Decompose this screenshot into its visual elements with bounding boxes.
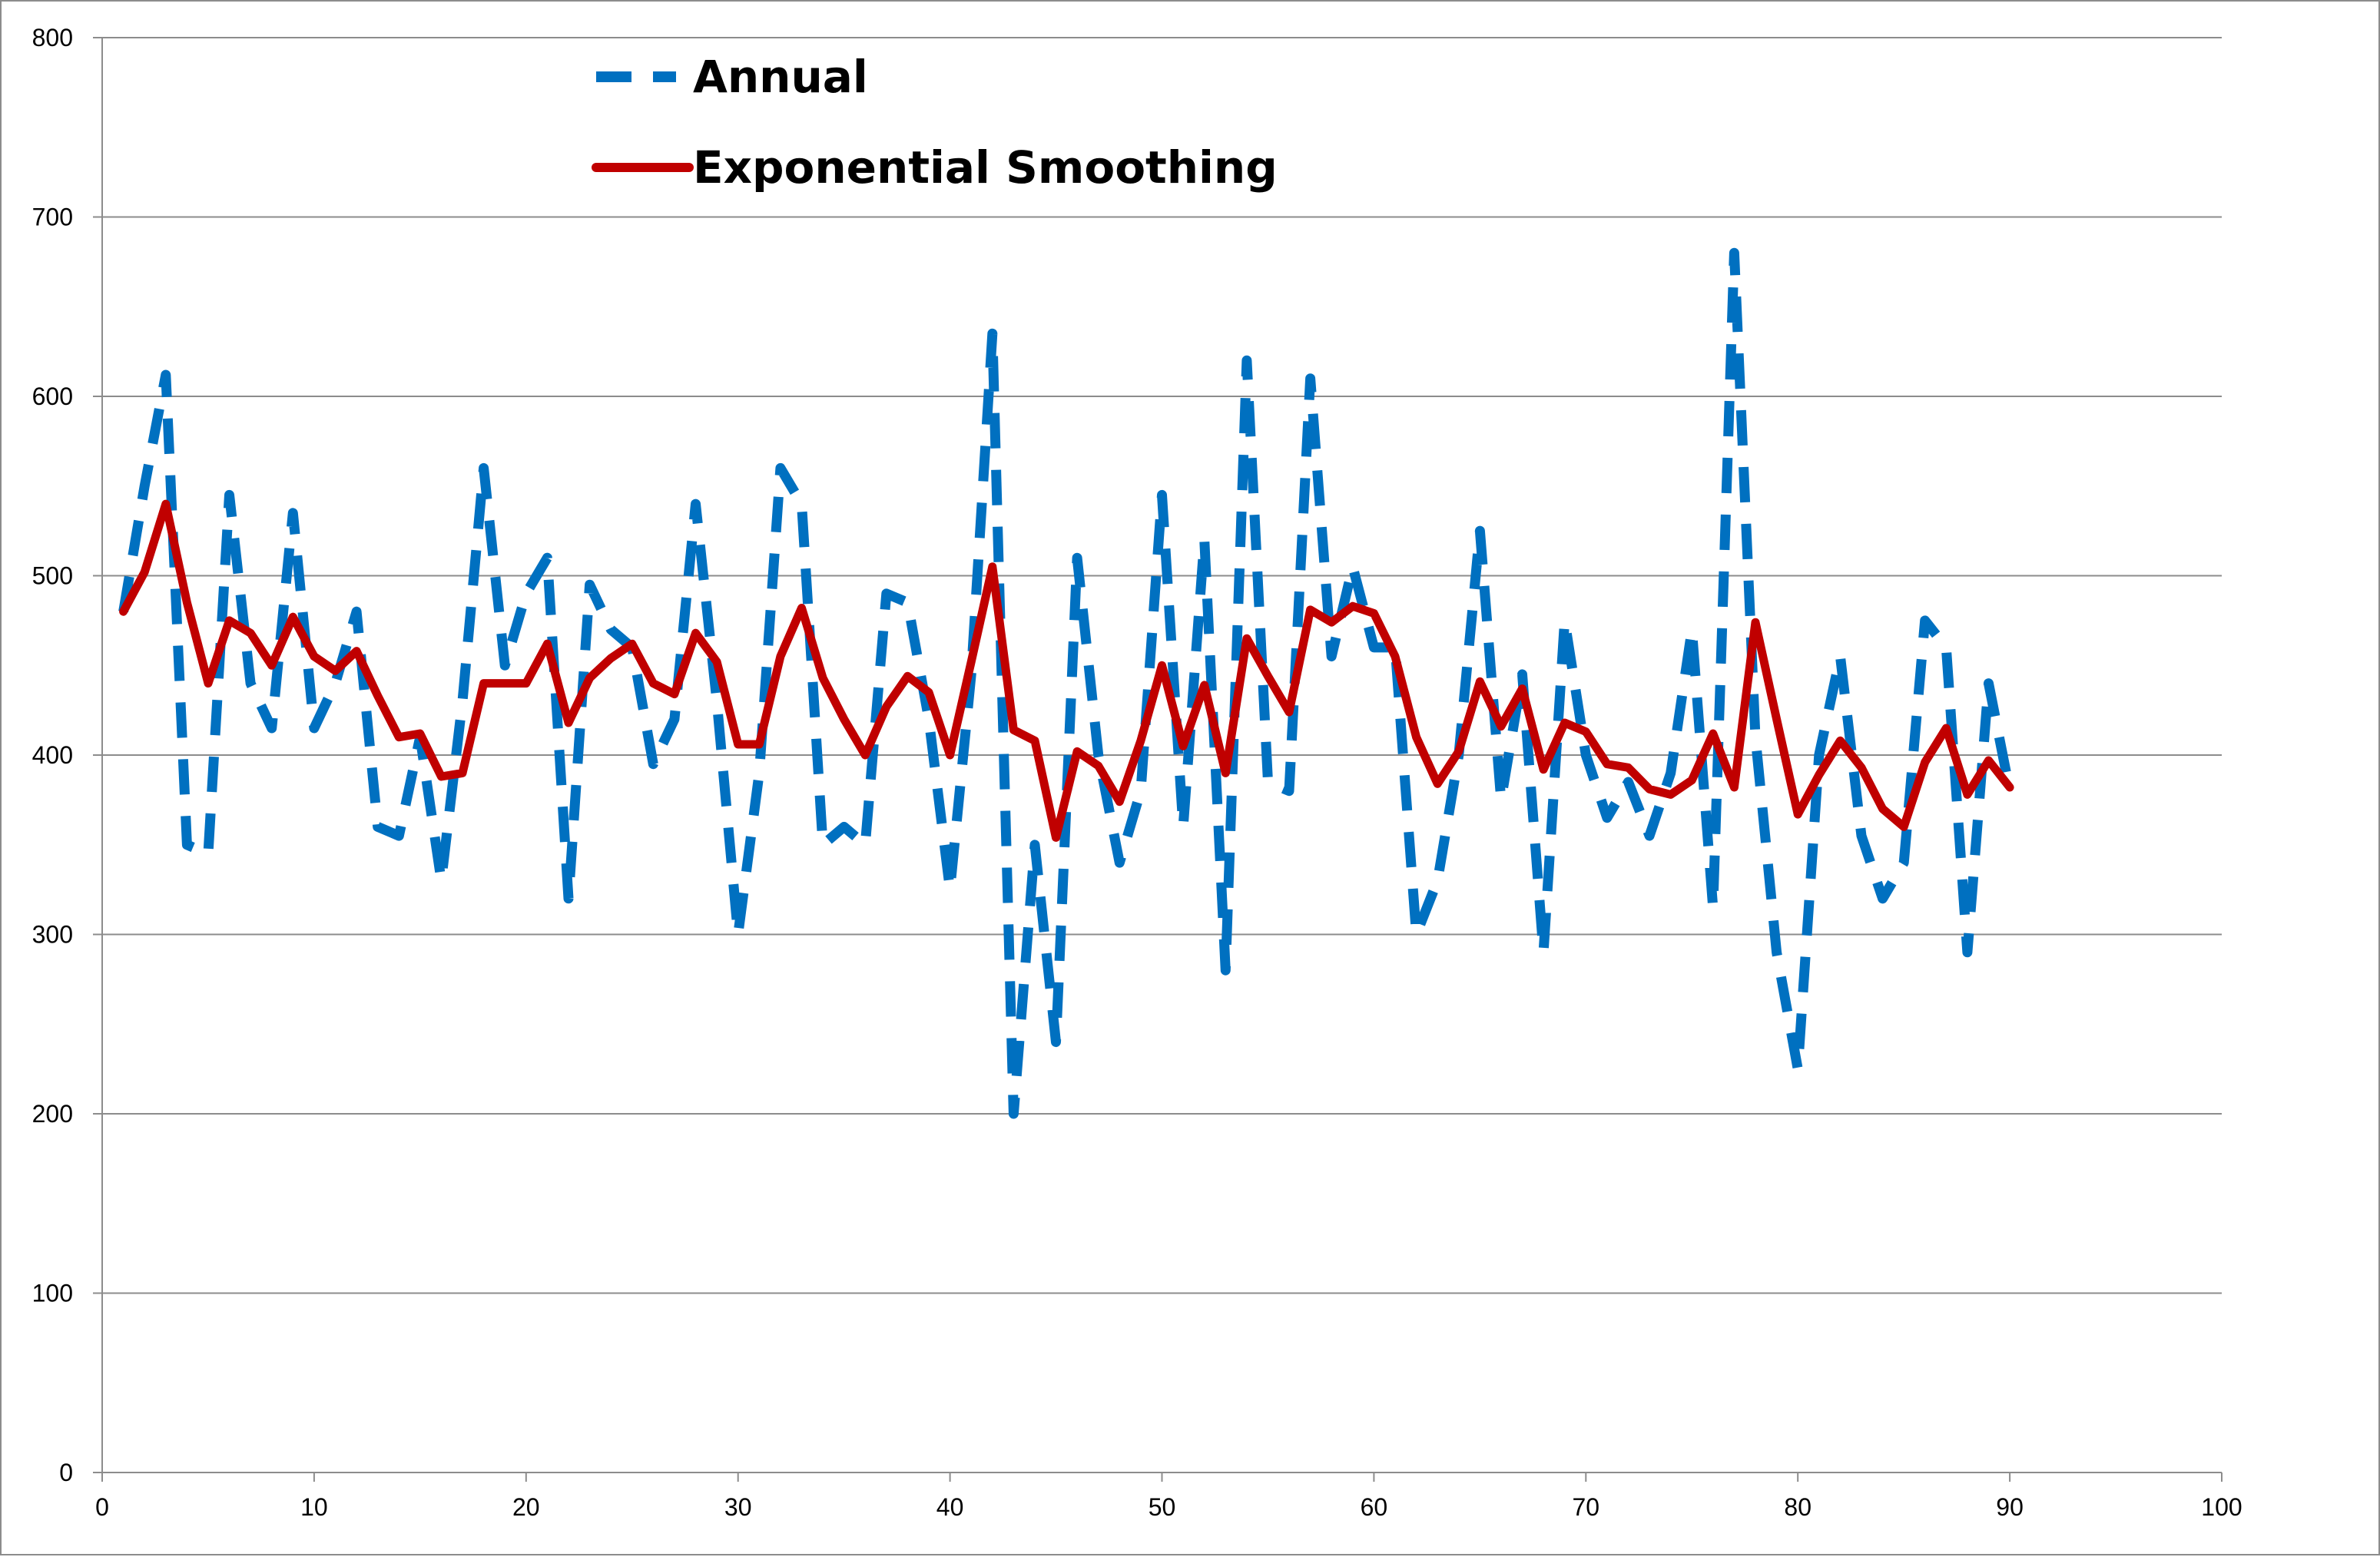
legend-label-annual: Annual <box>693 51 868 103</box>
x-tick-label-90: 90 <box>1996 1493 2024 1521</box>
y-tick-label-800: 800 <box>32 24 73 51</box>
x-tick-label-70: 70 <box>1573 1493 1600 1521</box>
legend: Annual Exponential Smoothing <box>592 51 1278 194</box>
x-tick-label-30: 30 <box>724 1493 752 1521</box>
x-tick-label-20: 20 <box>512 1493 540 1521</box>
series-line-exponential-smoothing <box>119 499 2014 842</box>
y-tick-label-400: 400 <box>32 741 73 769</box>
x-tick-label-10: 10 <box>300 1493 328 1521</box>
y-tick-label-700: 700 <box>32 204 73 231</box>
y-tick-label-600: 600 <box>32 383 73 410</box>
x-axis-ticks: 0 10 20 30 40 50 60 70 80 90 100 <box>95 1473 2242 1521</box>
y-tick-label-0: 0 <box>59 1459 73 1486</box>
y-axis-ticks: 0 100 200 300 400 500 600 700 800 <box>32 24 102 1486</box>
x-tick-label-80: 80 <box>1784 1493 1812 1521</box>
x-tick-label-0: 0 <box>95 1493 109 1521</box>
y-tick-label-500: 500 <box>32 562 73 590</box>
y-tick-label-200: 200 <box>32 1100 73 1128</box>
legend-label-exponential-smoothing: Exponential Smoothing <box>693 141 1278 194</box>
gridlines <box>102 37 2222 1294</box>
x-tick-label-50: 50 <box>1149 1493 1176 1521</box>
y-tick-label-300: 300 <box>32 921 73 949</box>
x-tick-label-40: 40 <box>936 1493 964 1521</box>
series-line-annual <box>118 247 2015 1119</box>
series-lines <box>118 247 2015 1119</box>
y-tick-label-100: 100 <box>32 1280 73 1307</box>
x-tick-label-100: 100 <box>2201 1493 2242 1521</box>
x-tick-label-60: 60 <box>1361 1493 1388 1521</box>
